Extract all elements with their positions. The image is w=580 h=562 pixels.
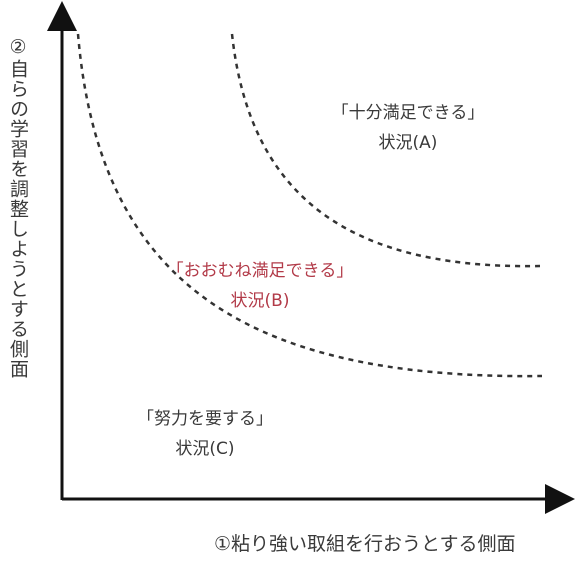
region-b-label: 「おおむね満足できる」 状況(B): [150, 256, 370, 316]
region-c-label: 「努力を要する」 状況(C): [120, 404, 290, 464]
region-c-status: 状況(C): [175, 439, 235, 459]
region-b-title: 「おおむね満足できる」: [166, 261, 354, 281]
region-c-title: 「努力を要する」: [137, 409, 273, 429]
region-a-title: 「十分満足できる」: [331, 103, 485, 123]
x-axis-label: ①粘り強い取組を行おうとする側面: [214, 533, 516, 555]
region-b-status: 状況(B): [230, 291, 290, 311]
region-a-status: 状況(A): [378, 133, 438, 153]
boundary-curve-b-c: [76, 33, 543, 378]
region-a-label: 「十分満足できる」 状況(A): [318, 98, 498, 158]
y-axis-label: ②自らの学習を調整しようとする側面: [7, 36, 29, 379]
